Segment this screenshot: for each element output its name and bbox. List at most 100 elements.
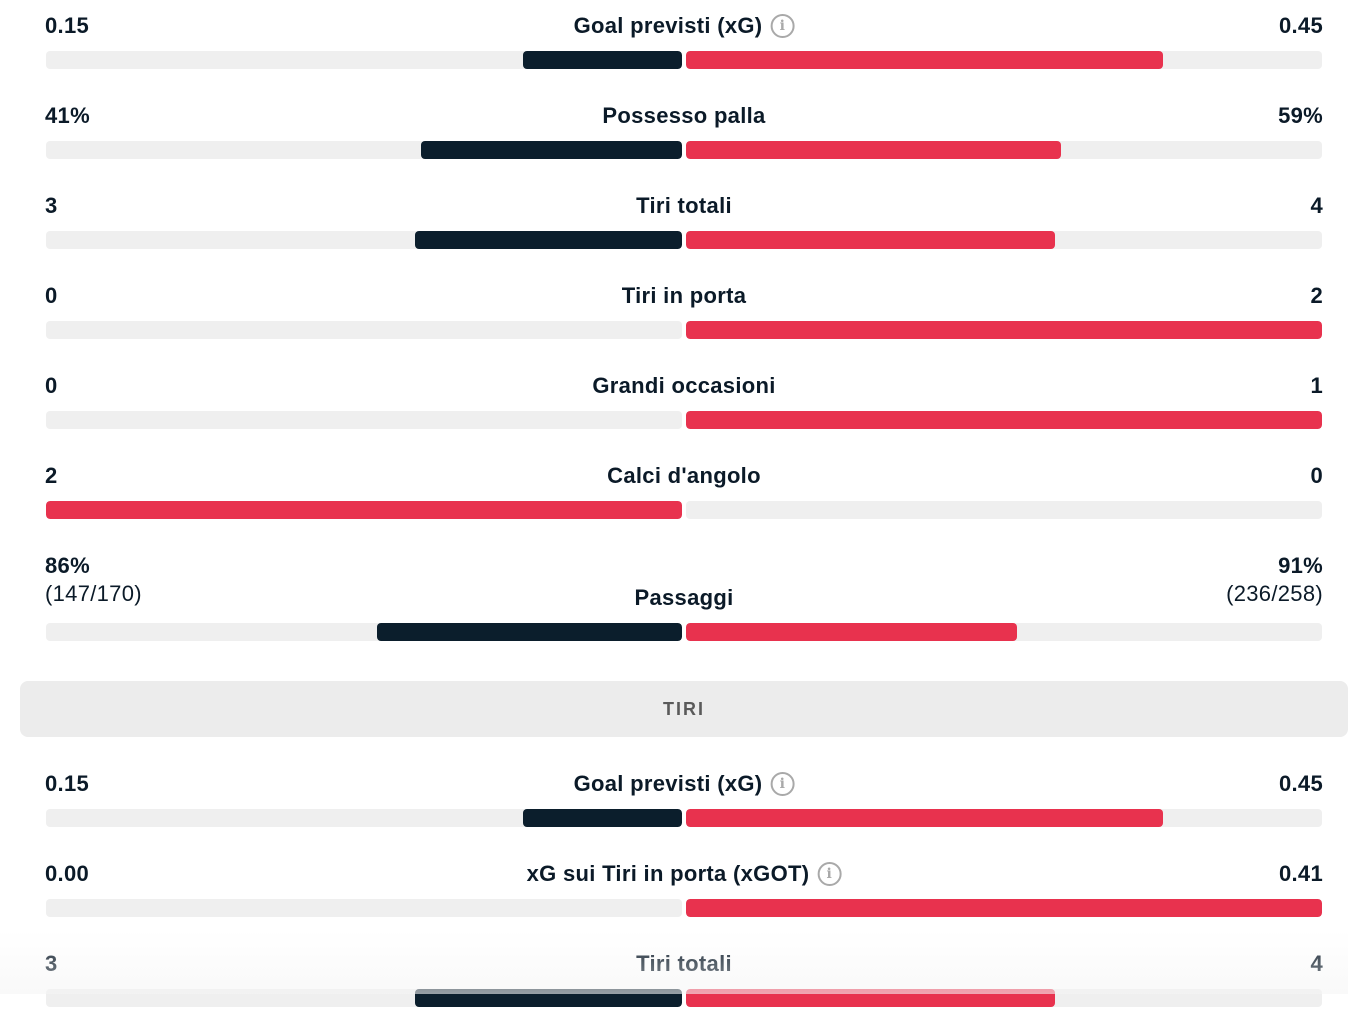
home-bar-track [46, 501, 682, 519]
stat-label: Goal previsti (xG) i [574, 770, 795, 798]
home-value-main: 86% [45, 553, 90, 578]
stat-row-total-shots: 3 Tiri totali 4 [45, 180, 1323, 268]
info-icon[interactable]: i [817, 862, 842, 886]
stat-head: 3 Tiri totali 4 [45, 938, 1323, 978]
stat-row-corners: 2 Calci d'angolo 0 [45, 450, 1323, 538]
away-bar-fill [686, 809, 1163, 827]
home-value: 86% (147/170) [45, 552, 142, 608]
home-bar-fill [523, 809, 682, 827]
stat-head: 0 Tiri in porta 2 [45, 270, 1323, 310]
stat-label: Goal previsti (xG) i [574, 12, 795, 40]
away-value: 0.45 [1279, 12, 1323, 40]
stat-bars [46, 989, 1323, 1007]
stat-bars [46, 51, 1323, 69]
stat-label-text: Tiri in porta [621, 283, 747, 308]
away-value: 4 [1310, 192, 1323, 220]
away-value: 1 [1310, 372, 1323, 400]
away-bar-fill [686, 51, 1163, 69]
away-bar-track [686, 501, 1322, 519]
home-bar-track [46, 51, 682, 69]
stat-label: Tiri totali [636, 192, 732, 220]
stat-row-passes: 86% (147/170) Passaggi 91% (236/258) [45, 540, 1323, 650]
away-value-main: 91% [1278, 553, 1323, 578]
stat-head: 0.15 Goal previsti (xG) i 0.45 [45, 758, 1323, 798]
away-value: 0 [1310, 462, 1323, 490]
home-value: 0 [45, 282, 58, 310]
home-value-main: 0.15 [45, 771, 90, 796]
stat-label: Calci d'angolo [607, 462, 761, 490]
stat-bars [46, 501, 1323, 519]
away-bar-track [686, 623, 1322, 641]
away-value-main: 4 [1310, 951, 1323, 976]
stat-row-xgot: 0.00 xG sui Tiri in porta (xGOT) i 0.41 [45, 848, 1323, 936]
home-value-detail: (147/170) [45, 581, 142, 606]
away-value-main: 0.41 [1278, 861, 1323, 886]
away-value: 0.45 [1279, 770, 1323, 798]
away-bar-track [686, 51, 1322, 69]
info-icon[interactable]: i [770, 772, 795, 796]
stat-head: 0.00 xG sui Tiri in porta (xGOT) i 0.41 [45, 848, 1323, 888]
stat-head: 3 Tiri totali 4 [45, 180, 1323, 220]
home-value-main: 0 [45, 373, 58, 398]
home-bar-track [46, 623, 682, 641]
stat-head: 41% Possesso palla 59% [45, 90, 1323, 130]
home-bar-track [46, 411, 682, 429]
stat-bars [46, 231, 1323, 249]
home-value-main: 3 [45, 951, 58, 976]
stat-label-text: Tiri totali [636, 951, 732, 976]
stat-label: Tiri totali [636, 950, 732, 978]
home-value: 2 [45, 462, 58, 490]
home-bar-fill [46, 501, 682, 519]
away-bar-fill [686, 899, 1322, 917]
home-value-main: 0.00 [45, 861, 90, 886]
away-bar-track [686, 231, 1322, 249]
stat-bars [46, 809, 1323, 827]
home-value-main: 41% [45, 103, 90, 128]
away-value-main: 0.45 [1278, 13, 1323, 38]
stat-bars [46, 321, 1323, 339]
stat-row-xg: 0.15 Goal previsti (xG) i 0.45 [45, 0, 1323, 88]
away-bar-track [686, 411, 1322, 429]
away-value: 2 [1310, 282, 1323, 310]
stat-label-text: xG sui Tiri in porta (xGOT) [526, 861, 810, 886]
stat-head: 86% (147/170) Passaggi 91% (236/258) [45, 540, 1323, 610]
away-value: 59% [1278, 102, 1323, 130]
stat-bars [46, 623, 1323, 641]
home-value: 3 [45, 950, 58, 978]
away-bar-track [686, 141, 1322, 159]
section-title: TIRI [663, 698, 705, 719]
stat-label: Grandi occasioni [592, 372, 775, 400]
home-bar-track [46, 989, 682, 1007]
home-bar-fill [415, 989, 682, 1007]
home-bar-fill [421, 141, 682, 159]
stat-label: Tiri in porta [622, 282, 747, 310]
home-value: 0.15 [45, 770, 89, 798]
away-value-main: 4 [1310, 193, 1323, 218]
away-bar-track [686, 809, 1322, 827]
away-bar-track [686, 321, 1322, 339]
away-bar-fill [686, 231, 1055, 249]
away-bar-fill [686, 411, 1322, 429]
stat-label: xG sui Tiri in porta (xGOT) i [527, 860, 842, 888]
away-value-main: 0.45 [1278, 771, 1323, 796]
stat-head: 0 Grandi occasioni 1 [45, 360, 1323, 400]
home-value: 0.00 [45, 860, 89, 888]
away-value-main: 59% [1278, 103, 1323, 128]
section-header-shots[interactable]: TIRI [20, 681, 1348, 737]
home-bar-track [46, 809, 682, 827]
away-value: 0.41 [1279, 860, 1323, 888]
home-bar-track [46, 899, 682, 917]
stat-label: Possesso palla [602, 102, 765, 130]
stat-label-text: Calci d'angolo [607, 463, 761, 488]
stat-label-text: Tiri totali [636, 193, 732, 218]
stat-bars [46, 411, 1323, 429]
home-bar-fill [415, 231, 682, 249]
stat-row-shots-on-target: 0 Tiri in porta 2 [45, 270, 1323, 358]
home-value-main: 2 [45, 463, 58, 488]
away-bar-fill [686, 623, 1017, 641]
info-icon[interactable]: i [770, 14, 795, 38]
away-bar-fill [686, 989, 1055, 1007]
stat-label: Passaggi [634, 584, 733, 612]
stat-bars [46, 141, 1323, 159]
stat-label-text: Passaggi [634, 585, 734, 610]
